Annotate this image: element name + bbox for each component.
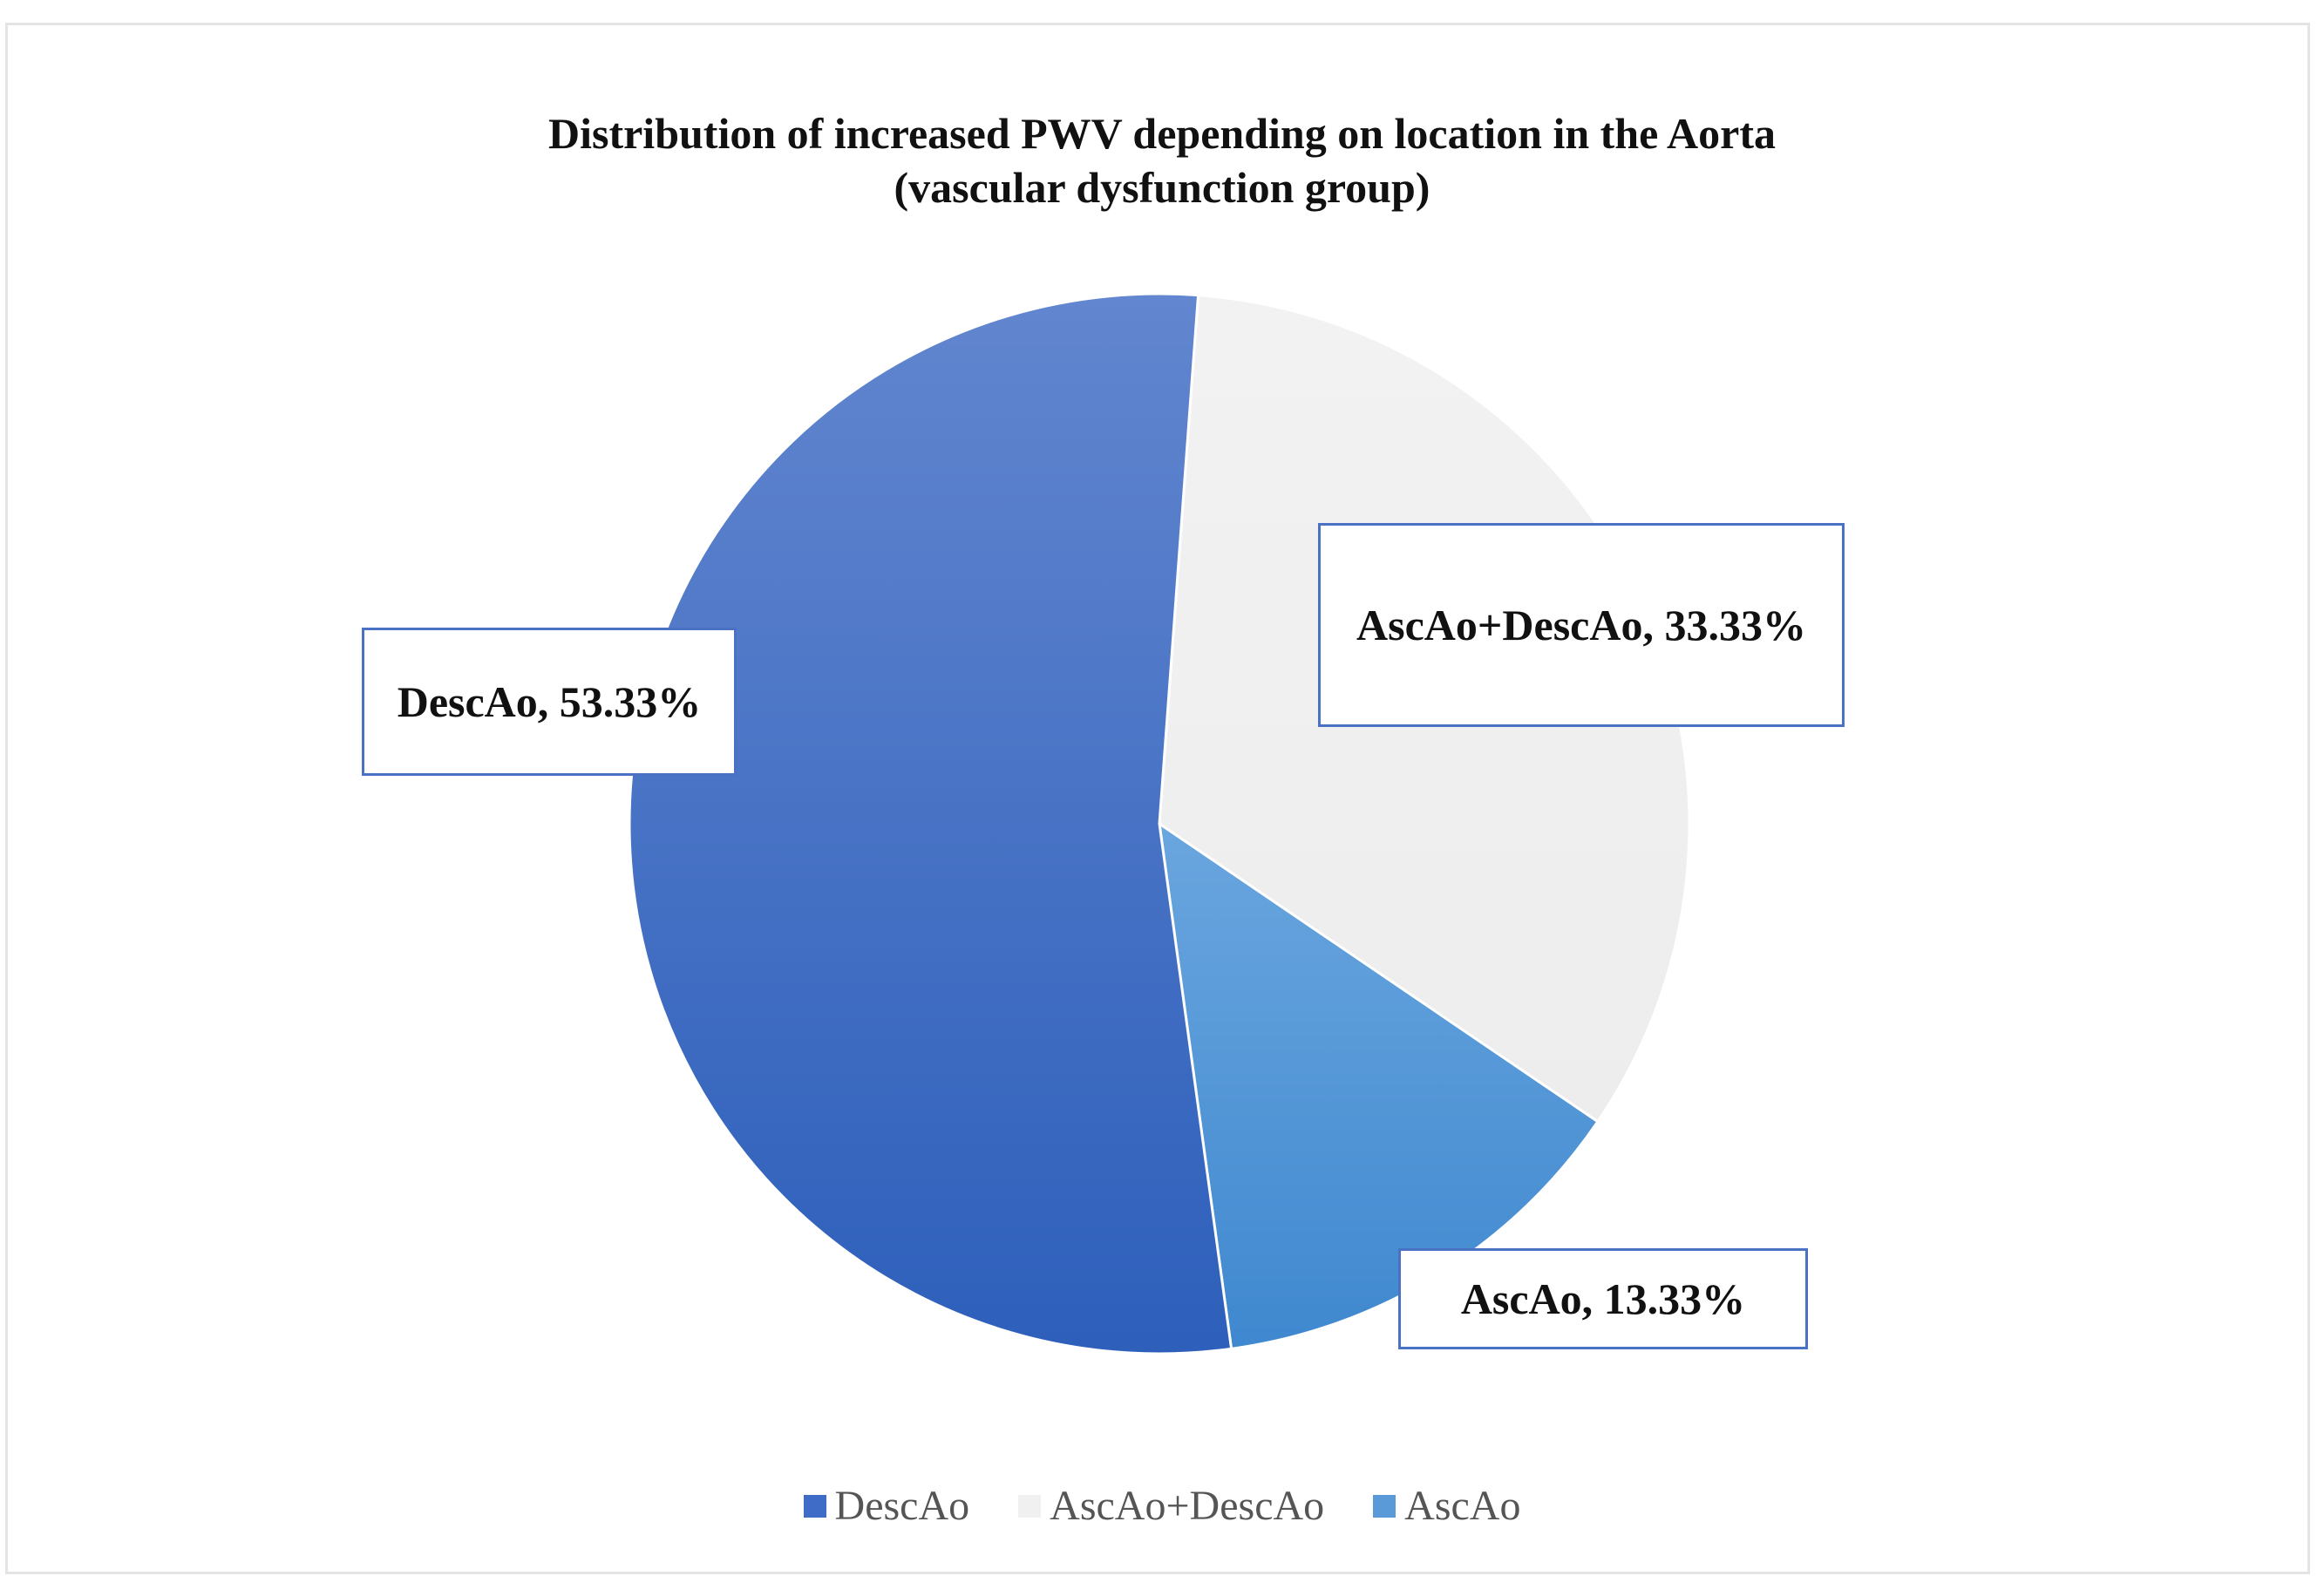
chart-title-line: Distribution of increased PWV depending … bbox=[548, 109, 1776, 158]
legend-swatch-ascao-descao bbox=[1018, 1494, 1042, 1518]
legend-label-ascao: AscAo bbox=[1404, 1483, 1521, 1529]
pie-slice-descao bbox=[628, 292, 1233, 1355]
data-label-ascao: AscAo, 13.33% bbox=[1398, 1248, 1808, 1349]
legend-swatch-descao bbox=[803, 1494, 826, 1518]
legend-item-ascao: AscAo bbox=[1373, 1482, 1520, 1530]
legend-item-ascao-descao: AscAo+DescAo bbox=[1018, 1482, 1324, 1530]
legend: DescAo AscAo+DescAo AscAo bbox=[0, 1482, 2324, 1530]
legend-label-ascao-descao: AscAo+DescAo bbox=[1050, 1483, 1325, 1529]
legend-swatch-ascao bbox=[1373, 1494, 1396, 1518]
legend-label-descao: DescAo bbox=[834, 1483, 970, 1529]
chart-subtitle: (vascular dysfunction group) bbox=[894, 163, 1430, 212]
data-label-descao: DescAo, 53.33% bbox=[362, 628, 737, 776]
data-label-ascao-descao: AscAo+DescAo, 33.33% bbox=[1318, 523, 1845, 727]
legend-item-descao: DescAo bbox=[803, 1482, 970, 1530]
chart-title: Distribution of increased PWV depending … bbox=[0, 106, 2324, 214]
